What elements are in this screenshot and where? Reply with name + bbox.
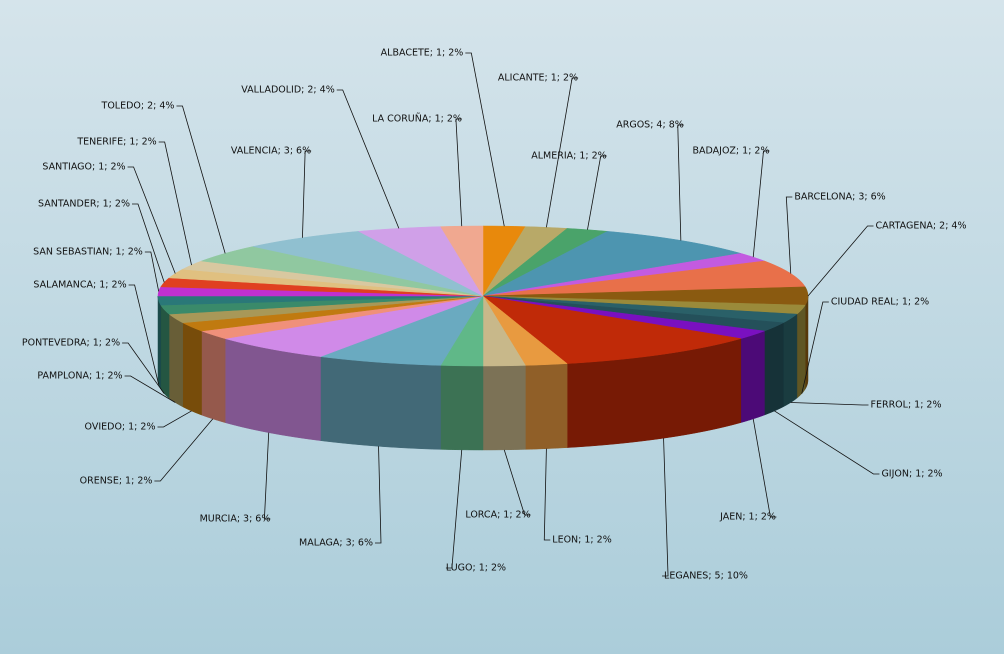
data-label: LA CORUÑA; 1; 2% [372, 114, 462, 125]
leader-line [801, 301, 829, 394]
data-label: LEGANES; 5; 10% [664, 571, 748, 582]
pie-slice [482, 295, 765, 339]
leader-line [677, 124, 684, 241]
leader-line [131, 203, 165, 283]
leader-line [543, 448, 551, 541]
leader-line [154, 418, 214, 482]
data-label: ORENSE; 1; 2% [80, 476, 153, 487]
pie-slice [225, 295, 484, 357]
data-label: SANTIAGO; 1; 2% [42, 162, 125, 173]
pie-slice-side [783, 313, 798, 408]
data-label: GIJON; 1; 2% [881, 469, 942, 480]
leader-line [774, 410, 880, 475]
leader-line [752, 418, 777, 518]
leader-line [785, 196, 793, 274]
leader-line [790, 402, 869, 406]
pie-slice [482, 228, 609, 297]
pie-slice-side [320, 356, 441, 450]
data-label: MALAGA; 3; 6% [299, 538, 373, 549]
data-label: LEON; 1; 2% [552, 535, 611, 546]
pie-slice [181, 295, 484, 332]
data-label: VALLADOLID; 2; 4% [241, 85, 334, 96]
leader-line [445, 449, 463, 569]
pie-slice [201, 295, 484, 339]
pie-slice-side [740, 330, 765, 423]
leader-line [144, 251, 160, 292]
data-label: PONTEVEDRA; 1; 2% [22, 338, 120, 349]
data-label: SANTANDER; 1; 2% [38, 199, 130, 210]
data-label: ALMERIA; 1; 2% [531, 151, 606, 162]
pie-slice-side [482, 365, 526, 451]
leader-line [546, 77, 579, 228]
pie-slice [157, 295, 484, 306]
leader-line [336, 89, 400, 229]
leader-line [127, 166, 176, 274]
pie-slice-side [182, 322, 202, 416]
data-label: LUGO; 1; 2% [446, 563, 506, 574]
data-label: BADAJOZ; 1; 2% [692, 146, 769, 157]
pie-slice-side [157, 295, 162, 391]
leader-line [158, 141, 192, 266]
pie-slice [482, 295, 568, 366]
leader-line [455, 118, 463, 227]
leader-line [374, 446, 382, 544]
pie-slice-side [160, 304, 170, 399]
pie-slice [160, 295, 484, 315]
data-label: FERROL; 1; 2% [871, 400, 942, 411]
leader-line [176, 105, 226, 254]
data-label: LORCA; 1; 2% [465, 510, 530, 521]
pie-slice [482, 295, 785, 332]
pie-slice [201, 246, 484, 297]
leader-line [587, 155, 607, 230]
data-label: MURCIA; 3; 6% [200, 514, 271, 525]
data-label: JAEN; 1; 2% [719, 512, 776, 523]
leader-line [807, 225, 874, 297]
pie-slice [320, 295, 484, 366]
data-label: ALICANTE; 1; 2% [498, 73, 578, 84]
leader-line [157, 410, 192, 428]
leader-line [752, 150, 770, 258]
pie-slice [482, 295, 798, 324]
pie-slice [168, 295, 484, 324]
data-label: SAN SEBASTIAN; 1; 2% [33, 247, 143, 258]
pie-slice [482, 226, 568, 297]
data-label: VALENCIA; 3; 6% [231, 146, 311, 157]
data-label: TOLEDO; 2; 4% [101, 101, 175, 112]
data-label: PAMPLONA; 1; 2% [37, 371, 122, 382]
pie-slice [181, 260, 484, 297]
leader-line [465, 52, 505, 227]
pie-slice [440, 225, 484, 297]
pie-slice-side [764, 322, 784, 416]
pie-slice [482, 295, 741, 364]
data-label: ALBACETE; 1; 2% [381, 48, 464, 59]
data-label: OVIEDO; 1; 2% [85, 422, 156, 433]
pie-slice-side [168, 313, 183, 408]
leader-line [263, 432, 271, 520]
pie-slice-side [201, 330, 226, 423]
leader-line [128, 284, 160, 385]
leader-line [662, 438, 669, 577]
data-label: BARCELONA; 3; 6% [794, 192, 885, 203]
pie-slice-side [440, 365, 484, 451]
pie-slice-side [525, 363, 568, 450]
leader-line [124, 375, 176, 403]
leader-line [122, 342, 165, 394]
pie-slice [482, 295, 526, 367]
data-label: CARTAGENA; 2; 4% [876, 221, 967, 232]
data-label: TENERIFE; 1; 2% [76, 137, 156, 148]
data-label: ARGOS; 4; 8% [616, 120, 684, 131]
data-label: SALAMANCA; 1; 2% [33, 280, 126, 291]
leader-line [503, 449, 531, 516]
data-label: CIUDAD REAL; 1; 2% [831, 297, 929, 308]
leader-line [302, 150, 312, 238]
